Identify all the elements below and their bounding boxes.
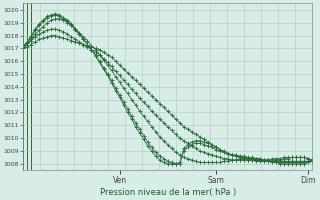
X-axis label: Pression niveau de la mer( hPa ): Pression niveau de la mer( hPa ) [100, 188, 236, 197]
